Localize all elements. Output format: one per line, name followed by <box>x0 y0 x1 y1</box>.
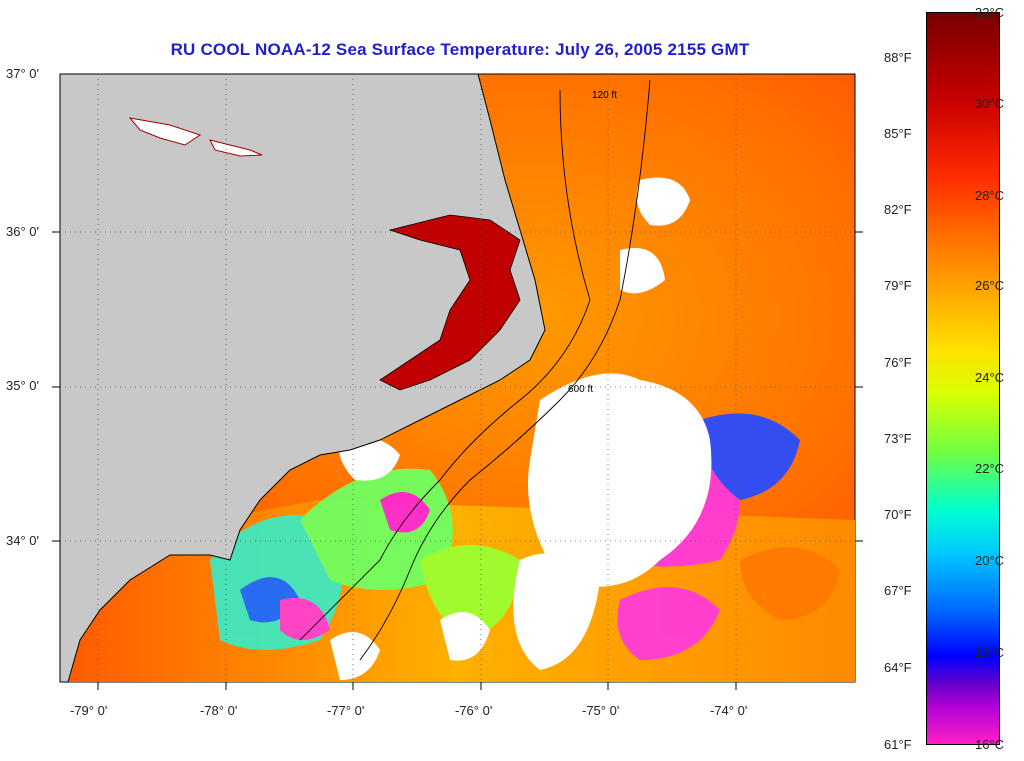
c-label-28: 28°C <box>975 188 1005 203</box>
c-label-16: 16°C <box>975 737 1005 752</box>
f-label-88: 88°F <box>884 50 912 65</box>
pamlico-sound <box>379 214 521 391</box>
depth-contours <box>299 79 651 661</box>
f-label-76: 76°F <box>884 355 912 370</box>
c-label-30: 30°C <box>975 96 1005 111</box>
contour-label-120ft: 120 ft <box>592 90 617 101</box>
c-label-20: 20°C <box>975 553 1005 568</box>
map-title: RU COOL NOAA-12 Sea Surface Temperature:… <box>170 40 750 59</box>
c-label-18: 18°C <box>975 645 1005 660</box>
c-label-32: 32°C <box>975 5 1005 20</box>
lat-label-35: 35° 0' <box>6 378 39 393</box>
lon-label-77: -77° 0' <box>327 703 365 718</box>
f-label-64: 64°F <box>884 660 912 675</box>
contour-label-600ft: 600 ft <box>568 384 593 395</box>
c-label-22: 22°C <box>975 461 1005 476</box>
inland-lake <box>128 117 202 146</box>
c-label-24: 24°C <box>975 370 1005 385</box>
lon-label-78: -78° 0' <box>200 703 238 718</box>
lon-label-79: -79° 0' <box>70 703 108 718</box>
f-label-82: 82°F <box>884 202 912 217</box>
f-label-73: 73°F <box>884 431 912 446</box>
temperature-colorbar <box>926 12 1000 745</box>
cloud-mask <box>330 177 712 680</box>
f-label-79: 79°F <box>884 278 912 293</box>
axis-ticks <box>52 231 863 690</box>
f-label-61: 61°F <box>884 737 912 752</box>
inland-lake-2 <box>209 139 263 157</box>
f-label-67: 67°F <box>884 583 912 598</box>
lon-label-76: -76° 0' <box>455 703 493 718</box>
lon-label-75: -75° 0' <box>582 703 620 718</box>
f-label-85: 85°F <box>884 126 912 141</box>
c-label-26: 26°C <box>975 278 1005 293</box>
lon-label-74: -74° 0' <box>710 703 748 718</box>
lat-label-37: 37° 0' <box>6 66 39 81</box>
f-label-70: 70°F <box>884 507 912 522</box>
lat-label-36: 36° 0' <box>6 224 39 239</box>
lat-label-34: 34° 0' <box>6 533 39 548</box>
